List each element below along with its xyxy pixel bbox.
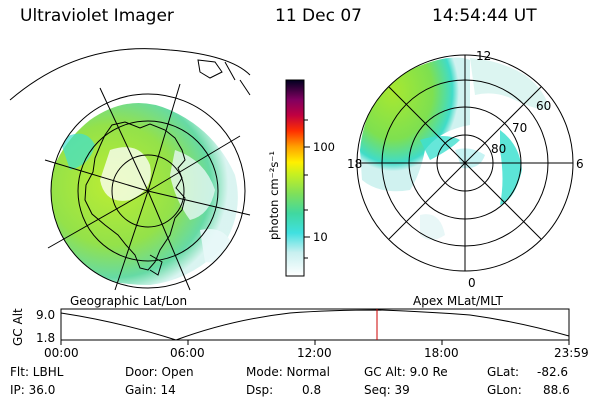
- alt-xtick-1800: 18:00: [424, 346, 459, 360]
- apex-grid-lines: [356, 54, 574, 272]
- glat-label: GLat:: [487, 365, 520, 379]
- alt-xtick-0000: 00:00: [44, 346, 79, 360]
- mlt-label-18: 18: [347, 157, 362, 171]
- alt-ytick-1.8: 1.8: [36, 331, 55, 345]
- apex-map: 12 18 6 0 60 70 80: [347, 49, 584, 290]
- glon-label: GLon:: [487, 383, 522, 397]
- observation-time: 14:54:44 UT: [432, 6, 537, 26]
- mode-info: Mode: Normal: [246, 365, 330, 379]
- geo-grid-lines: [9, 48, 251, 291]
- colorbar-tick-10: 10: [313, 230, 328, 244]
- altitude-plot: 9.0 1.8 GC Alt 00:00 06:00 12:00 18:00 2…: [11, 308, 589, 360]
- glat-value: -82.6: [537, 365, 569, 379]
- alt-xtick-0600: 06:00: [170, 346, 205, 360]
- mlt-label-12: 12: [476, 49, 491, 63]
- filter-info: Flt: LBHL: [10, 365, 64, 379]
- mlt-label-0: 0: [468, 276, 476, 290]
- coastline: [84, 121, 186, 271]
- seq-info: Seq: 39: [364, 383, 410, 397]
- colorbar-tick-100: 100: [313, 140, 335, 154]
- ip-info: IP: 36.0: [10, 383, 56, 397]
- dsp-label: Dsp:: [246, 383, 274, 397]
- door-info: Door: Open: [125, 365, 194, 379]
- colorbar: 100 10 photon cm⁻²s⁻¹: [267, 79, 335, 277]
- glon-value: 88.6: [543, 383, 570, 397]
- alt-xtick-1200: 12:00: [297, 346, 332, 360]
- mlat-label-80: 80: [491, 142, 506, 156]
- gain-info: Gain: 14: [125, 383, 176, 397]
- observation-date: 11 Dec 07: [275, 6, 362, 26]
- instrument-title: Ultraviolet Imager: [20, 6, 174, 26]
- dsp-value: 0.8: [302, 383, 322, 397]
- mlt-label-6: 6: [576, 157, 584, 171]
- colorbar-unit-label: photon cm⁻²s⁻¹: [267, 151, 281, 240]
- alt-ytick-9: 9.0: [36, 308, 55, 322]
- geographic-map: [9, 48, 251, 291]
- altitude-curve: [60, 309, 570, 341]
- mlat-label-70: 70: [512, 121, 527, 135]
- gc-alt-info: GC Alt: 9.0 Re: [364, 365, 448, 379]
- mlat-label-60: 60: [536, 99, 551, 113]
- alt-xtick-2359: 23:59: [554, 346, 589, 360]
- apex-map-label: Apex MLat/MLT: [413, 294, 503, 308]
- alt-ylabel: GC Alt: [11, 308, 25, 346]
- geographic-map-label: Geographic Lat/Lon: [70, 294, 187, 308]
